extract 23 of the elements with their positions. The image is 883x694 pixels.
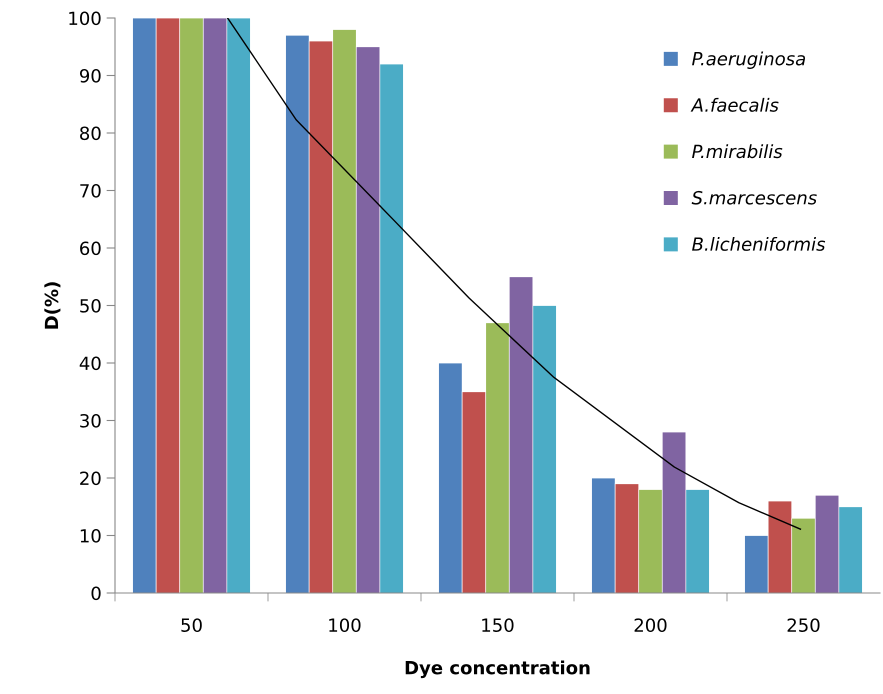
y-tick-label: 40 xyxy=(80,356,101,370)
y-tick-label: 70 xyxy=(80,184,101,198)
x-tick-label: 150 xyxy=(482,618,514,632)
legend-label: A.faecalis xyxy=(690,98,779,112)
x-tick-label: 200 xyxy=(634,618,667,632)
legend-label: P.mirabilis xyxy=(692,144,782,158)
x-tick-label: 100 xyxy=(329,618,361,632)
y-tick-label: 30 xyxy=(80,414,101,428)
y-axis-title: D(%) xyxy=(44,282,60,329)
legend-label: B.licheniformis xyxy=(692,236,826,251)
y-tick-label: 0 xyxy=(92,586,101,600)
legend-label: P.aeruginosa xyxy=(692,52,805,69)
y-tick-label: 50 xyxy=(80,298,101,313)
y-tick-label: 90 xyxy=(80,68,101,83)
x-tick-label: 50 xyxy=(181,618,202,632)
y-tick-label: 10 xyxy=(80,528,101,543)
y-tick-label: 80 xyxy=(80,126,101,140)
y-tick-label: 60 xyxy=(80,241,101,256)
y-tick-label: 100 xyxy=(69,11,101,26)
y-tick-label: 20 xyxy=(80,471,101,486)
legend-label: S.marcescens xyxy=(692,190,817,205)
x-axis-title: Dye concentration xyxy=(406,660,590,678)
x-tick-label: 250 xyxy=(788,618,820,632)
